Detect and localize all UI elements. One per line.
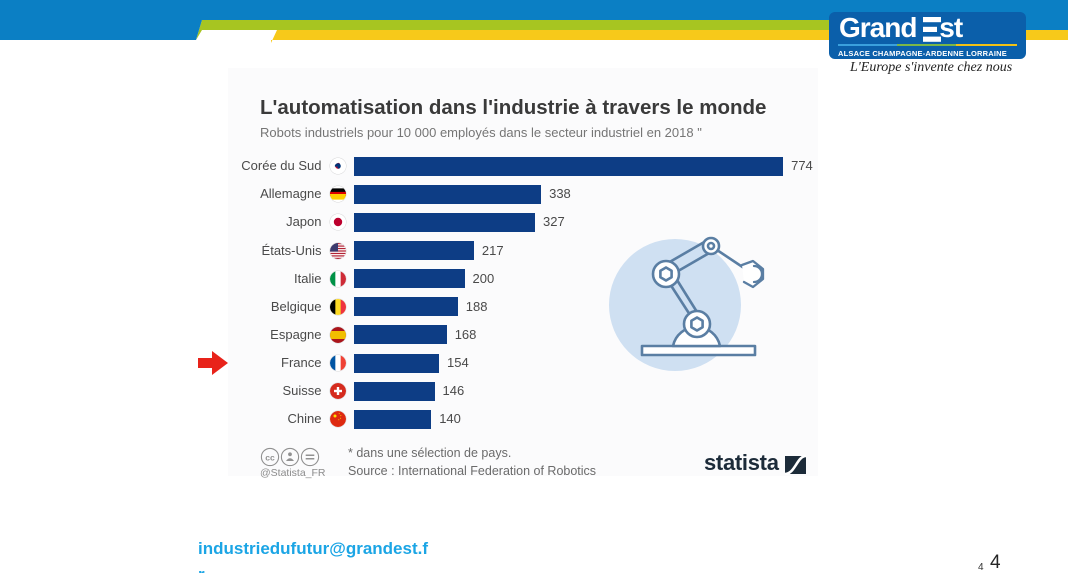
- svg-text:cc: cc: [265, 452, 275, 462]
